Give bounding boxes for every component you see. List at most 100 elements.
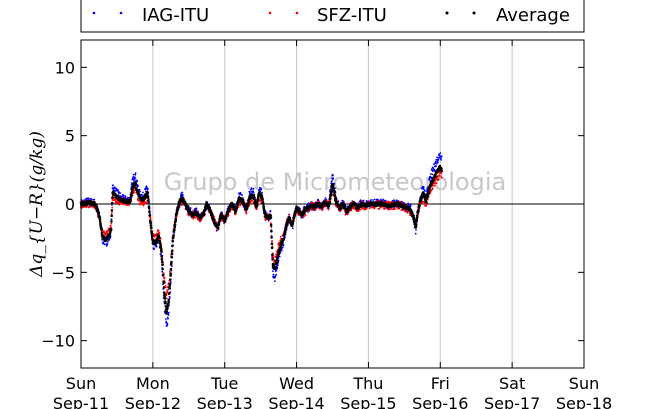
data-point-average	[333, 190, 336, 194]
data-point-average	[131, 189, 134, 192]
data-point-sfz-itu	[288, 213, 290, 216]
data-point-iag-itu	[195, 207, 198, 210]
data-point-iag-itu	[423, 188, 425, 191]
data-point-average	[100, 231, 104, 235]
data-point-sfz-itu	[149, 216, 152, 219]
data-point-average	[98, 215, 101, 219]
data-point-average	[271, 258, 274, 261]
data-point-sfz-itu	[111, 212, 113, 214]
data-point-iag-itu	[430, 177, 433, 179]
data-point-average	[252, 195, 256, 198]
data-point-iag-itu	[382, 198, 384, 201]
data-point-average	[97, 212, 100, 215]
data-point-iag-itu	[414, 232, 417, 235]
x-tick-label-day: Mon	[136, 374, 170, 393]
data-point-sfz-itu	[255, 208, 258, 210]
data-point-average	[169, 267, 173, 271]
data-point-average	[160, 260, 164, 264]
data-point-sfz-itu	[327, 208, 330, 211]
legend-marker-average	[472, 11, 476, 15]
data-point-average	[171, 249, 174, 252]
data-point-average	[216, 226, 220, 230]
data-point-average	[270, 236, 273, 239]
data-point-iag-itu	[169, 280, 172, 283]
data-point-iag-itu	[280, 249, 283, 252]
data-point-iag-itu	[112, 184, 114, 187]
data-point-average	[339, 206, 343, 210]
data-point-iag-itu	[153, 248, 156, 251]
data-point-iag-itu	[167, 311, 170, 314]
data-point-average	[428, 186, 432, 189]
data-point-sfz-itu	[440, 172, 443, 175]
data-point-average	[184, 202, 188, 206]
y-axis: −10 −5 0 5 10	[41, 58, 584, 351]
data-point-sfz-itu	[307, 210, 310, 213]
data-point-sfz-itu	[435, 182, 438, 185]
data-point-sfz-itu	[118, 203, 121, 206]
data-point-average	[162, 286, 166, 289]
data-point-sfz-itu	[429, 191, 432, 193]
data-point-average	[171, 239, 175, 243]
data-point-average	[243, 204, 247, 207]
data-point-average	[234, 209, 237, 212]
data-point-sfz-itu	[128, 204, 130, 207]
data-point-average	[181, 198, 185, 201]
data-point-sfz-itu	[106, 231, 109, 234]
data-point-average	[164, 301, 167, 305]
data-point-average	[171, 244, 174, 248]
data-point-iag-itu	[88, 198, 90, 201]
data-point-iag-itu	[181, 191, 184, 194]
data-point-iag-itu	[291, 227, 294, 230]
data-point-sfz-itu	[384, 207, 387, 210]
data-point-average	[220, 213, 224, 216]
data-point-iag-itu	[138, 188, 141, 191]
data-point-iag-itu	[330, 180, 333, 183]
data-point-average	[253, 198, 256, 201]
data-point-sfz-itu	[249, 202, 252, 205]
data-point-average	[247, 200, 251, 204]
data-point-iag-itu	[408, 203, 410, 206]
data-point-average	[269, 214, 272, 217]
data-point-iag-itu	[439, 155, 441, 158]
data-point-average	[146, 191, 150, 194]
data-points	[79, 152, 444, 327]
data-point-average	[328, 196, 332, 200]
data-point-iag-itu	[248, 192, 251, 195]
data-point-sfz-itu	[155, 235, 158, 237]
data-point-average	[110, 201, 114, 205]
data-point-sfz-itu	[168, 270, 171, 272]
y-axis-label: Δq_{U−R}(g/kg)	[27, 131, 47, 278]
data-point-sfz-itu	[398, 207, 401, 210]
data-point-iag-itu	[429, 173, 432, 175]
data-point-iag-itu	[239, 191, 242, 194]
legend-item-sfz-itu: SFZ-ITU	[268, 5, 387, 26]
data-point-sfz-itu	[326, 200, 329, 203]
data-point-iag-itu	[147, 187, 149, 190]
data-point-average	[159, 246, 163, 250]
data-point-sfz-itu	[165, 293, 168, 295]
data-point-iag-itu	[155, 245, 158, 248]
data-point-iag-itu	[250, 188, 252, 191]
data-point-average	[256, 196, 260, 200]
data-point-iag-itu	[134, 177, 137, 180]
legend-item-average: Average	[445, 5, 570, 26]
data-point-sfz-itu	[326, 207, 329, 210]
data-point-sfz-itu	[432, 184, 434, 187]
x-tick-label-day: Sun	[569, 374, 599, 393]
data-point-average	[285, 223, 289, 227]
data-point-sfz-itu	[438, 174, 441, 177]
data-point-iag-itu	[134, 173, 137, 176]
data-point-average	[241, 199, 245, 202]
data-point-sfz-itu	[111, 206, 114, 209]
data-point-average	[173, 225, 177, 228]
data-point-average	[170, 252, 174, 255]
data-point-iag-itu	[119, 192, 122, 195]
x-tick-label-date: Sep-16	[412, 394, 468, 409]
data-point-iag-itu	[274, 280, 276, 283]
data-point-iag-itu	[359, 199, 362, 202]
data-point-average	[282, 237, 286, 241]
data-point-average	[204, 207, 207, 210]
data-point-iag-itu	[432, 167, 435, 170]
data-point-average	[342, 202, 346, 205]
data-point-average	[418, 204, 421, 207]
